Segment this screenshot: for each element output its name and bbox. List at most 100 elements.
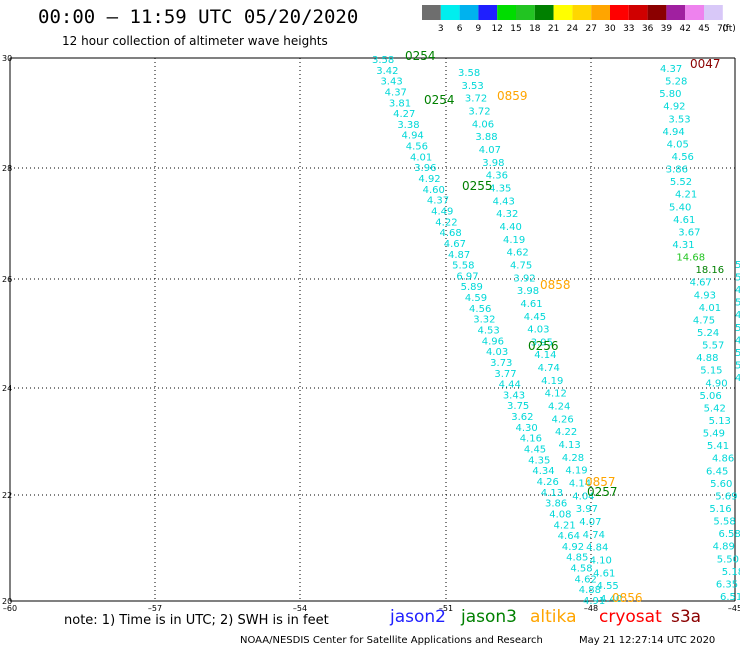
swh-value: 5.15 — [700, 366, 722, 377]
swh-value: 4.86 — [712, 454, 734, 465]
swh-value: 4.27 — [393, 109, 415, 120]
swh-value: 4.26 — [537, 477, 559, 488]
swh-value: 4.87 — [448, 250, 470, 261]
legend-altika: altika — [530, 607, 577, 627]
swh-value: 4.19 — [541, 376, 563, 387]
swh-value: 4.35 — [528, 455, 550, 466]
swh-value: 4.19 — [565, 466, 587, 477]
swh-value: 4.55 — [597, 581, 619, 592]
swh-value: 3.95 — [531, 337, 553, 348]
swh-value: 4.34 — [532, 466, 554, 477]
scale-swatch — [704, 5, 723, 20]
swh-value: 4.68 — [440, 228, 462, 239]
lon-label: –48 — [584, 604, 598, 613]
swh-value: 3.67 — [678, 227, 700, 238]
swh-value: 5.12 — [735, 260, 740, 271]
swh-value: 5.42 — [704, 403, 726, 414]
swh-value: 4.75 — [510, 260, 532, 271]
swh-value: 4.14 — [534, 350, 556, 361]
swh-value: 3.72 — [468, 106, 490, 117]
swh-value: 4.32 — [496, 209, 518, 220]
swh-value: 4.24 — [548, 402, 570, 413]
scale-label: 21 — [548, 24, 559, 34]
legend-jason2: jason2 — [390, 607, 446, 627]
color-scale: 3 6 9 12 15 18 21 24 27 30 33 36 39 42 45 70(ft) — [422, 5, 736, 34]
swh-value: 4.53 — [478, 326, 500, 337]
swh-value: 4.67 — [444, 239, 466, 250]
scale-label: 30 — [604, 24, 616, 34]
axis-labels: 30 28 26 24 22 20–60 –57 –54 –51 –48 –45 — [2, 54, 740, 613]
pass-time-labels: 0254 0254 0255 0256 0257 0859 0858 0857 0856 0047 — [405, 49, 721, 605]
swh-value: 4.01 — [410, 152, 432, 163]
swh-value: 4.04 — [572, 491, 594, 502]
swh-value: 4.56 — [672, 152, 694, 163]
lat-label: 28 — [2, 164, 12, 173]
scale-label: 42 — [679, 24, 690, 34]
scale-swatch — [516, 5, 535, 20]
pass-time-label: 0857 — [585, 475, 616, 489]
swh-value: 4.58 — [570, 564, 592, 575]
swh-value: 4.96 — [482, 336, 504, 347]
swh-value: 4.67 — [690, 278, 712, 289]
swh-value: 5.50 — [717, 554, 739, 565]
swh-value: 4.22 — [555, 427, 577, 438]
swh-value: 4.01 — [699, 303, 721, 314]
swh-value: 4.62 — [575, 574, 597, 585]
swh-value: 6.51 — [720, 592, 740, 603]
swh-value: 4.49 — [431, 206, 453, 217]
swh-value: 4.16 — [520, 434, 542, 445]
swh-value: 4.13 — [541, 488, 563, 499]
scale-unit: (ft) — [722, 24, 736, 34]
swh-value: 4.10 — [590, 556, 612, 567]
swh-value: 3.43 — [503, 390, 525, 401]
scale-label: 70 — [717, 24, 729, 34]
swh-value: 5.58 — [452, 261, 474, 272]
swh-value: 4.92 — [562, 542, 584, 553]
swh-value: 18.16 — [696, 265, 725, 276]
swh-value: 5.06 — [699, 391, 721, 402]
scale-swatch — [478, 5, 498, 20]
swh-value: 3.86 — [666, 165, 688, 176]
lon-label: –54 — [293, 604, 307, 613]
swh-value: 4.90 — [705, 378, 727, 389]
swh-value: 4.92 — [418, 174, 440, 185]
scale-label: 15 — [510, 24, 521, 34]
legend-jason3: jason3 — [461, 607, 517, 627]
swh-value: 4.94 — [662, 127, 684, 138]
swh-value: 4.91 — [583, 596, 605, 607]
swh-value: 5.28 — [665, 77, 687, 88]
footer-credit: NOAA/NESDIS Center for Satellite Applica… — [240, 635, 543, 646]
pass-time-label: 0254 — [424, 93, 455, 107]
swh-value: 4.37 — [427, 196, 449, 207]
swh-value: 4.12 — [545, 389, 567, 400]
swh-value: 3.53 — [668, 114, 690, 125]
scale-label: 18 — [529, 24, 541, 34]
swh-value: 4.13 — [558, 440, 580, 451]
swh-value: 3.98 — [517, 286, 539, 297]
swh-value: 5.18 — [722, 567, 740, 578]
swh-value: 4.89 — [713, 542, 735, 553]
scale-label: 45 — [698, 24, 709, 34]
lon-label: –45 — [728, 604, 740, 613]
swh-value: 3.96 — [414, 163, 436, 174]
scale-label: 39 — [661, 24, 673, 34]
swh-value: 4.74 — [538, 363, 560, 374]
swh-value: 3.75 — [507, 401, 529, 412]
swh-value: 4.03 — [486, 347, 508, 358]
swh-value: 5.16 — [709, 504, 731, 515]
pass-time-label: 0856 — [612, 591, 643, 605]
swh-value: 4.44 — [499, 380, 521, 391]
swh-value: 6.97 — [456, 271, 478, 282]
swh-value: 4.07 — [479, 145, 501, 156]
swh-value: 4.40 — [600, 594, 622, 605]
swh-value: 4.64 — [558, 531, 580, 542]
swh-value: 4.08 — [549, 509, 571, 520]
swh-value: 3.58 — [372, 55, 394, 66]
swh-value: 5.41 — [707, 441, 729, 452]
pass-time-label: 0257 — [587, 485, 618, 499]
swh-value: 3.73 — [490, 358, 512, 369]
lat-lon-grid — [9, 57, 736, 602]
swh-value: 4.60 — [423, 185, 445, 196]
swh-value: 3.72 — [465, 94, 487, 105]
scale-swatch — [534, 5, 554, 20]
